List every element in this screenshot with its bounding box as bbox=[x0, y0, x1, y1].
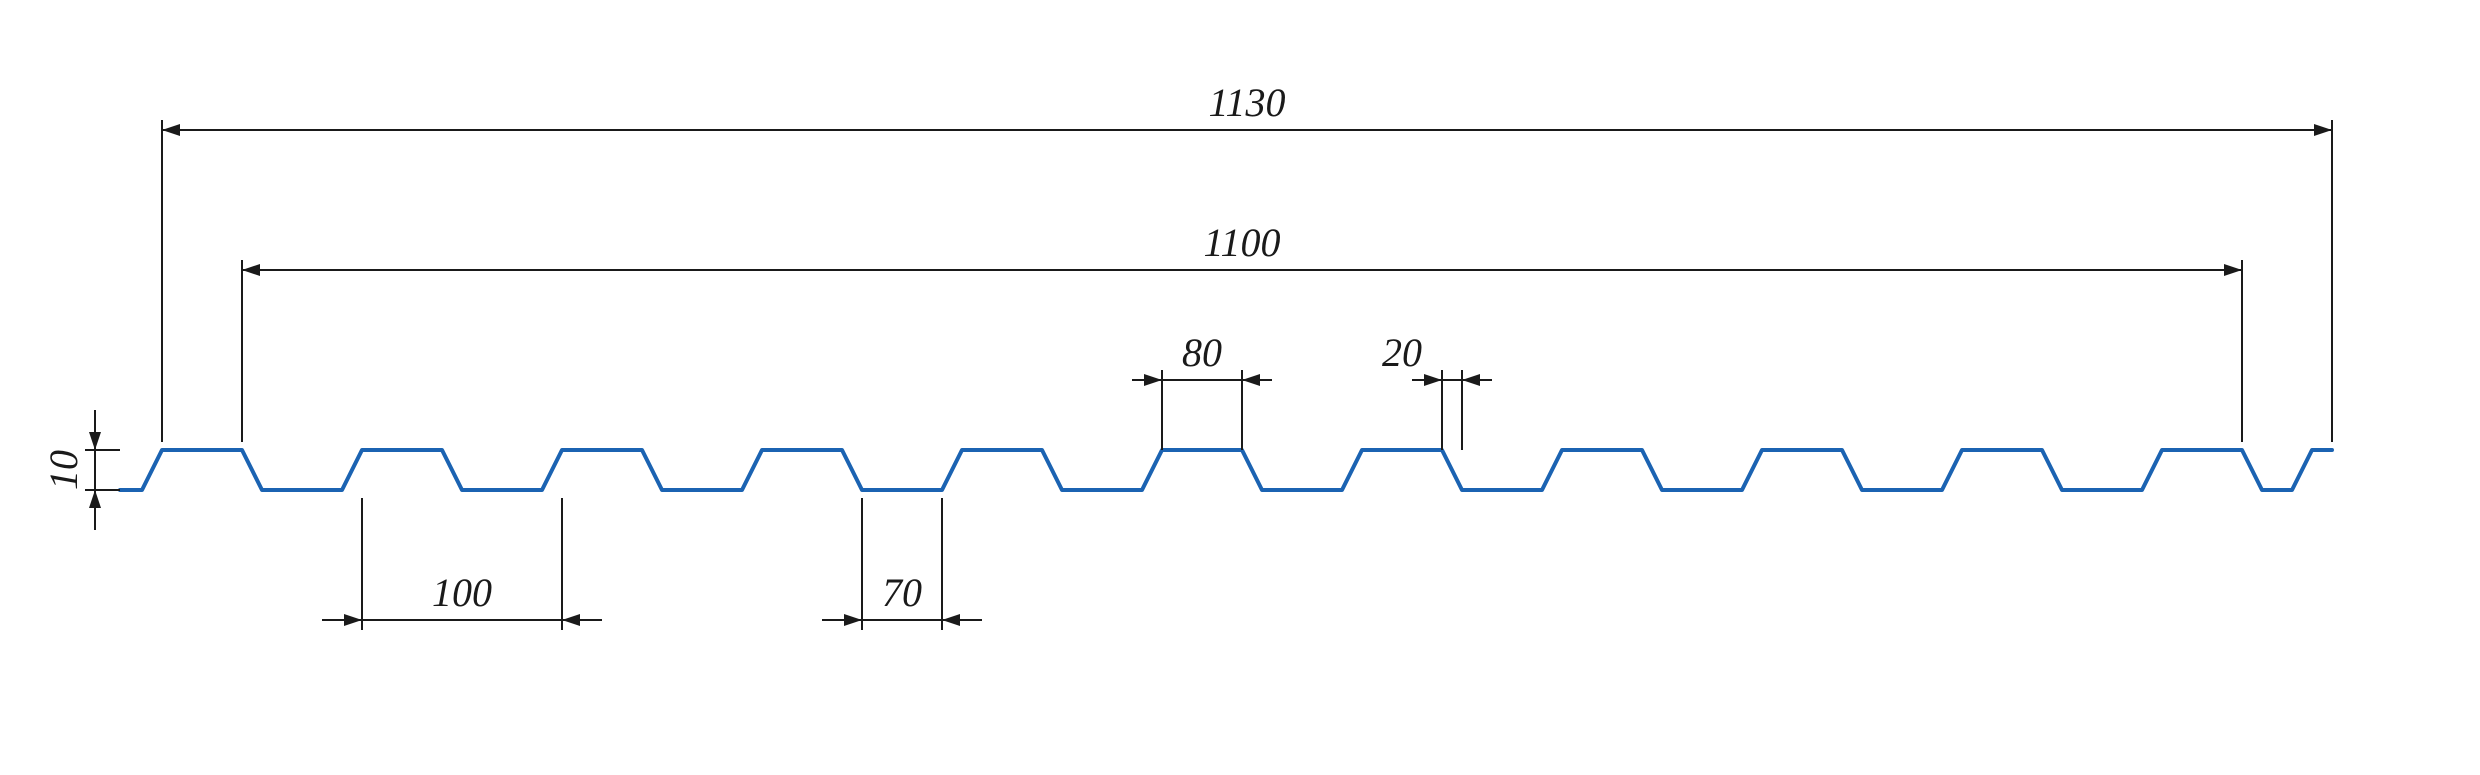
svg-text:1130: 1130 bbox=[1208, 80, 1285, 125]
sheet-profile bbox=[120, 450, 2332, 490]
svg-text:70: 70 bbox=[882, 570, 922, 615]
svg-text:100: 100 bbox=[432, 570, 492, 615]
profile-diagram: 1130 1100 80 20 100 70 10 bbox=[0, 0, 2480, 775]
svg-text:1100: 1100 bbox=[1203, 220, 1280, 265]
svg-text:10: 10 bbox=[41, 450, 86, 490]
svg-text:80: 80 bbox=[1182, 330, 1222, 375]
svg-text:20: 20 bbox=[1382, 330, 1422, 375]
